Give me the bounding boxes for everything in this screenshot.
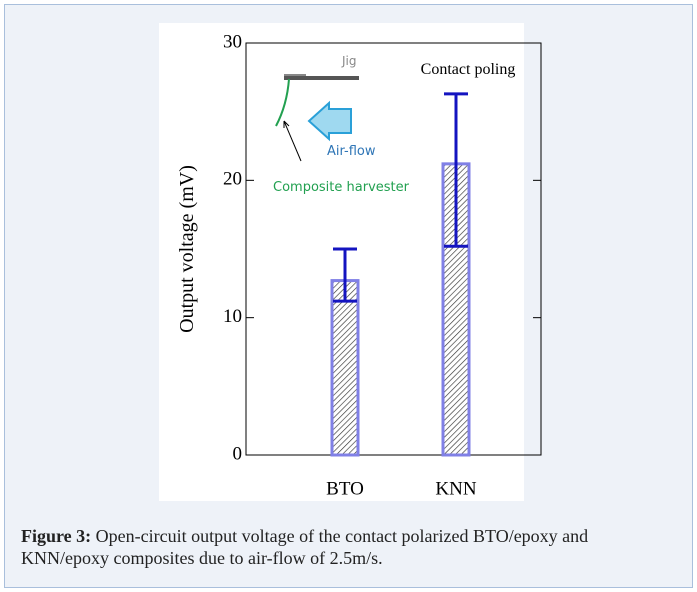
annotation: Contact poling <box>421 61 516 78</box>
caption: Figure 3: Open-circuit output voltage of… <box>21 525 641 569</box>
figure-panel: Output voltage (mV) Jig Contact poling A… <box>4 4 693 588</box>
plot-frame <box>245 42 542 456</box>
bar <box>330 279 360 457</box>
annotation: Air-flow <box>327 144 376 159</box>
y-tick-label: 0 <box>233 443 243 464</box>
caption-label: Figure 3: <box>21 526 92 546</box>
caption-text: Open-circuit output voltage of the conta… <box>21 526 589 568</box>
annotation: Jig <box>341 54 357 68</box>
x-tick-label: BTO <box>326 478 364 499</box>
y-tick-label: 10 <box>223 306 242 327</box>
x-tick-label: KNN <box>435 478 476 499</box>
y-tick-label: 30 <box>223 31 242 52</box>
inset-illustration <box>275 74 359 162</box>
annotation: Composite harvester <box>273 180 410 195</box>
y-tick-label: 20 <box>223 169 242 190</box>
y-axis-label: Output voltage (mV) <box>176 165 198 333</box>
chart: Output voltage (mV) Jig Contact poling A… <box>159 23 542 501</box>
